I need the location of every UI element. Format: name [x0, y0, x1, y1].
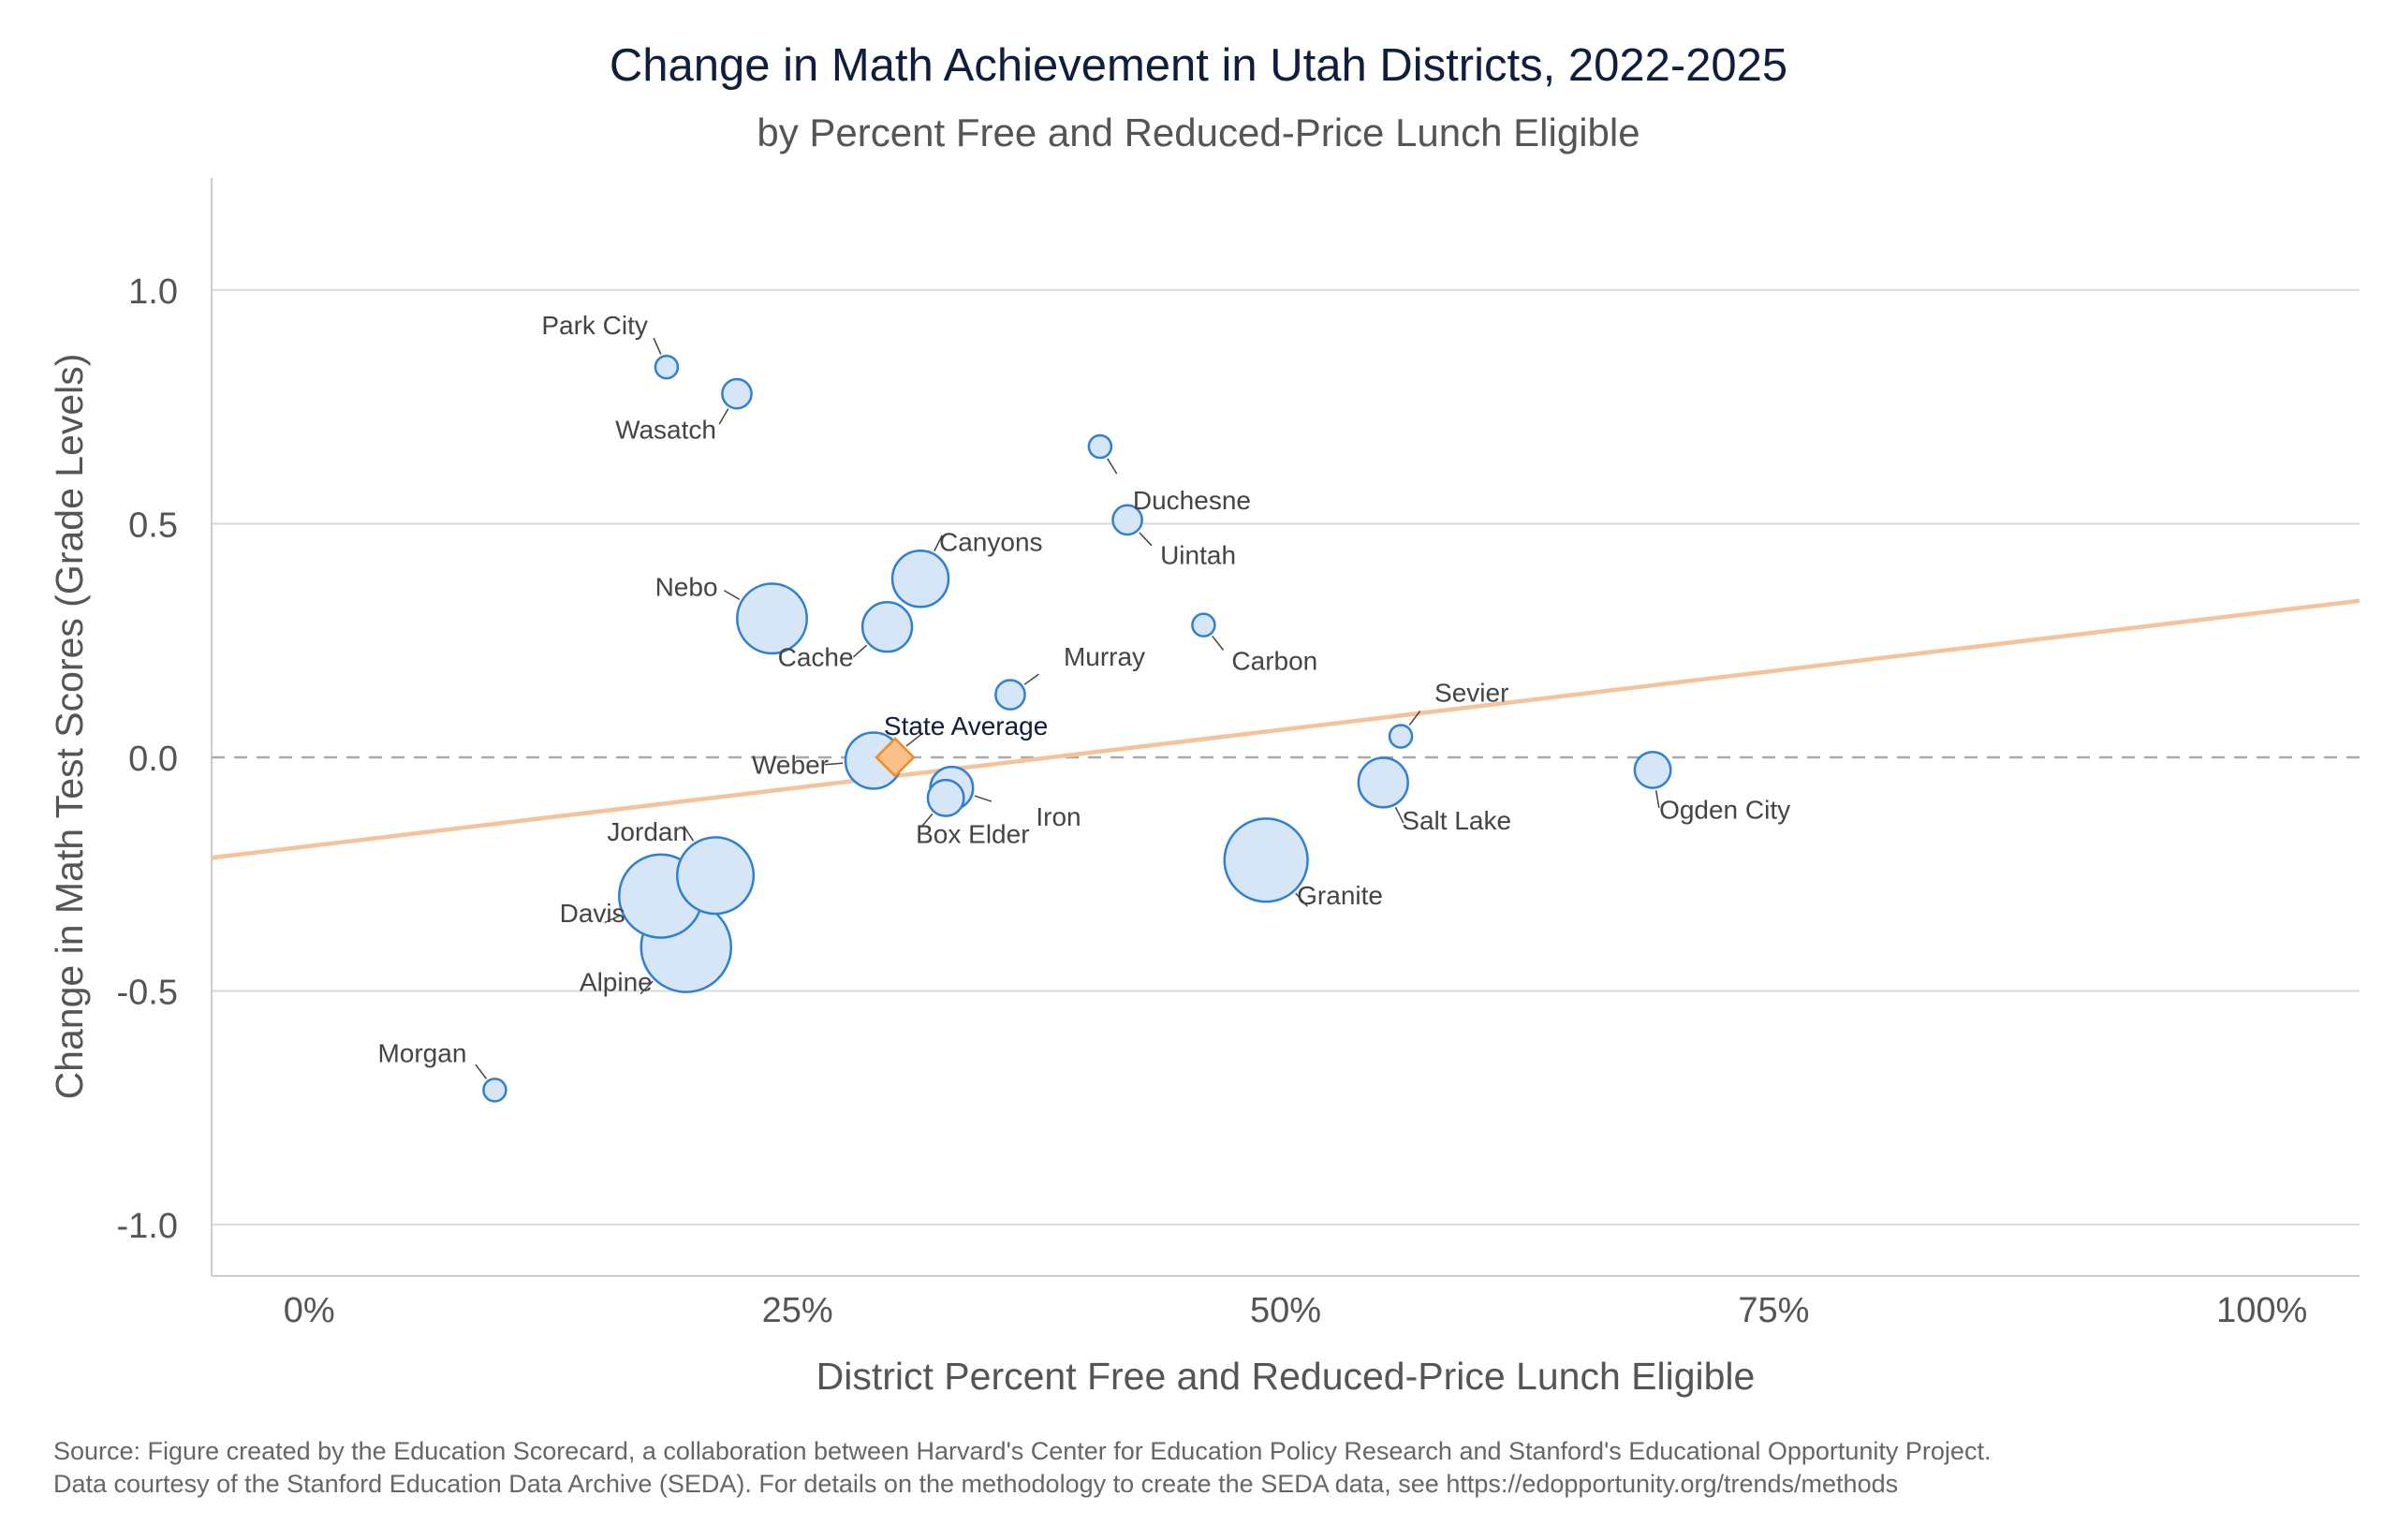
label-duchesne: Duchesne [1133, 486, 1251, 515]
label-carbon: Carbon [1231, 647, 1317, 676]
leader-carbon [1212, 635, 1225, 651]
leader-davis [604, 914, 622, 924]
label-park-city: Park City [541, 311, 648, 340]
x-tick-label: 50% [1250, 1291, 1321, 1330]
point-sevier [1388, 724, 1414, 749]
leader-duchesne [1107, 458, 1118, 475]
leader-sevier [1408, 711, 1421, 726]
trend-line [211, 598, 2360, 860]
label-sevier: Sevier [1434, 678, 1508, 707]
data-points [482, 354, 1672, 1103]
state-average-marker [875, 737, 916, 778]
label-uintah: Uintah [1160, 540, 1236, 569]
x-tick-label: 0% [284, 1291, 335, 1330]
label-davis: Davis [560, 899, 625, 928]
y-tick-label: -0.5 [117, 974, 178, 1013]
label-weber: Weber [752, 750, 829, 779]
y-axis-title: Change in Math Test Scores (Grade Levels… [48, 354, 91, 1100]
label-murray: Murray [1064, 642, 1145, 671]
leader-jordan [683, 825, 695, 842]
label-salt-lake: Salt Lake [1402, 806, 1511, 835]
point-carbon [1191, 612, 1216, 638]
label-iron: Iron [1036, 802, 1081, 831]
leader-uintah [1139, 532, 1153, 547]
trend [211, 598, 2360, 860]
leader-salt-lake [1394, 806, 1404, 824]
leader-murray [1023, 673, 1039, 685]
chart-title: Change in Math Achievement in Utah Distr… [609, 40, 1788, 91]
point-jordan [675, 836, 756, 916]
leader-ogden-city [1654, 790, 1660, 809]
leader-alpine [640, 980, 654, 995]
point-box-elder [926, 778, 965, 817]
label-box-elder: Box Elder [916, 819, 1029, 848]
source-note: Source: Figure created by the Education … [53, 1437, 1992, 1465]
x-tick-label: 100% [2216, 1291, 2307, 1330]
point-cache [860, 601, 914, 653]
x-tick-label: 25% [762, 1291, 833, 1330]
y-tick-label: 0.5 [128, 506, 178, 545]
chart-subtitle: by Percent Free and Reduced-Price Lunch … [757, 110, 1640, 154]
label-nebo: Nebo [655, 573, 718, 602]
y-tick-labels: 1.0 0.5 0.0 -0.5 -1.0 [117, 272, 178, 1246]
label-granite: Granite [1297, 881, 1383, 910]
point-morgan [482, 1078, 507, 1103]
leader-granite [1295, 892, 1308, 907]
label-cache: Cache [778, 643, 854, 672]
leader-cache [852, 644, 868, 658]
leader-nebo [724, 590, 741, 601]
point-park-city [654, 354, 680, 380]
label-wasatch: Wasatch [615, 416, 716, 445]
leader-iron [974, 795, 993, 802]
y-tick-label: -1.0 [117, 1207, 178, 1246]
point-labels: Park City Wasatch Duchesne Uintah Canyons Neb… [377, 311, 1790, 1067]
gridlines [212, 288, 2360, 1226]
label-state-average: State Average [884, 711, 1048, 741]
x-tick-label: 75% [1738, 1291, 1809, 1330]
leader-weber [825, 762, 844, 766]
point-canyons [890, 550, 950, 609]
label-jordan: Jordan [607, 817, 687, 846]
point-wasatch [721, 377, 753, 410]
point-salt-lake [1357, 756, 1409, 809]
leader-box-elder [920, 813, 934, 829]
point-murray [994, 679, 1026, 711]
label-canyons: Canyons [939, 527, 1043, 556]
label-alpine: Alpine [580, 968, 653, 997]
leader-state-average [905, 732, 924, 747]
label-leaders [475, 337, 1660, 1079]
x-tick-labels: 0% 25% 50% 75% 100% [284, 1291, 2308, 1330]
point-granite [1223, 817, 1309, 903]
leader-wasatch [718, 408, 729, 425]
y-tick-label: 1.0 [128, 272, 178, 312]
leader-canyons [934, 535, 943, 552]
x-axis-title: District Percent Free and Reduced-Price … [816, 1355, 1756, 1398]
point-duchesne [1087, 433, 1113, 460]
leader-morgan [475, 1063, 487, 1079]
point-uintah [1111, 504, 1143, 536]
point-ogden-city [1633, 750, 1672, 789]
y-tick-label: 0.0 [128, 740, 178, 779]
label-ogden-city: Ogden City [1659, 795, 1790, 824]
point-nebo [736, 582, 808, 655]
label-morgan: Morgan [377, 1038, 466, 1067]
leader-park-city [653, 337, 662, 355]
data-credit-note: Data courtesy of the Stanford Education … [53, 1470, 1899, 1498]
